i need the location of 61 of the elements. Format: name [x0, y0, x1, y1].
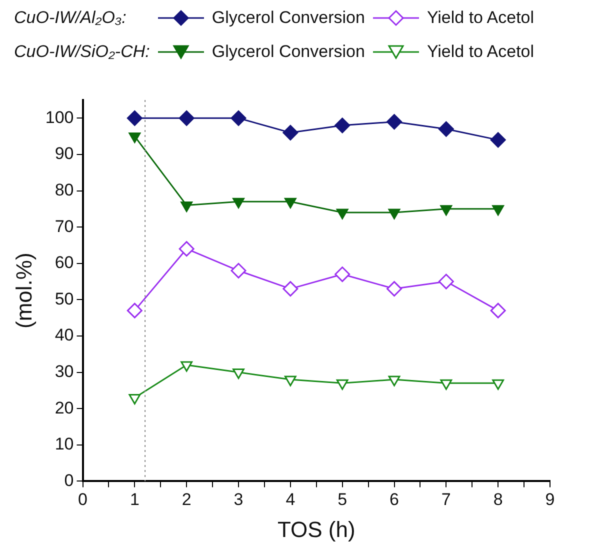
- y-tick-label: 90: [54, 144, 74, 164]
- x-tick-label: 8: [493, 490, 503, 510]
- point: [490, 132, 506, 148]
- y-tick-label: 70: [54, 216, 74, 236]
- legend-label: Yield to Acetol: [426, 8, 534, 28]
- legend-label: Glycerol Conversion: [212, 42, 365, 62]
- point: [440, 379, 452, 390]
- point: [282, 281, 298, 297]
- point: [388, 208, 400, 220]
- y-tick-label: 0: [64, 470, 74, 490]
- point: [386, 114, 402, 130]
- y-tick-label: 100: [45, 108, 74, 127]
- point: [284, 198, 296, 208]
- y-axis-title: (mol.%): [11, 252, 36, 328]
- point: [438, 121, 454, 137]
- point: [178, 110, 194, 126]
- y-tick-label: 40: [54, 326, 74, 345]
- point: [438, 274, 454, 290]
- legend-label: Glycerol Conversion: [212, 8, 365, 28]
- x-tick-label: 3: [234, 490, 244, 510]
- legend-label: Yield to Acetol: [426, 42, 534, 62]
- point: [440, 205, 452, 216]
- x-tick-label: 2: [182, 490, 192, 510]
- text: CuO-IW/SiO₂-CH:: [14, 42, 150, 62]
- y-tick-label: 10: [54, 434, 74, 454]
- point: [492, 379, 504, 390]
- point: [334, 266, 350, 282]
- point: [282, 124, 298, 140]
- point: [336, 208, 348, 220]
- point: [284, 376, 296, 386]
- point: [232, 198, 244, 208]
- y-tick-label: 60: [54, 253, 74, 272]
- point: [128, 132, 141, 144]
- point: [126, 110, 142, 126]
- x-tick-label: 9: [545, 490, 555, 510]
- y-tick-label: 50: [54, 289, 74, 308]
- point: [490, 302, 506, 318]
- y-tick-label: 80: [54, 180, 74, 200]
- x-axis-title: TOS (h): [277, 516, 356, 542]
- text: CuO-IW/Al₂O₃:: [14, 8, 128, 28]
- point: [388, 376, 400, 386]
- point: [492, 205, 504, 216]
- point: [230, 262, 246, 278]
- point: [336, 379, 348, 390]
- x-tick-label: 6: [390, 490, 399, 510]
- y-tick-label: 20: [54, 398, 74, 418]
- x-tick-label: 0: [78, 490, 88, 510]
- point: [178, 241, 194, 257]
- x-tick-label: 1: [130, 490, 140, 510]
- y-tick-label: 30: [54, 362, 74, 381]
- point: [128, 394, 141, 404]
- point: [126, 302, 142, 318]
- point: [232, 368, 244, 380]
- x-tick-label: 4: [286, 490, 296, 510]
- point: [334, 118, 350, 134]
- x-tick-label: 5: [338, 490, 348, 510]
- point: [386, 281, 402, 297]
- point: [180, 361, 193, 372]
- point: [230, 110, 246, 126]
- x-tick-label: 7: [441, 490, 451, 510]
- point: [180, 202, 193, 212]
